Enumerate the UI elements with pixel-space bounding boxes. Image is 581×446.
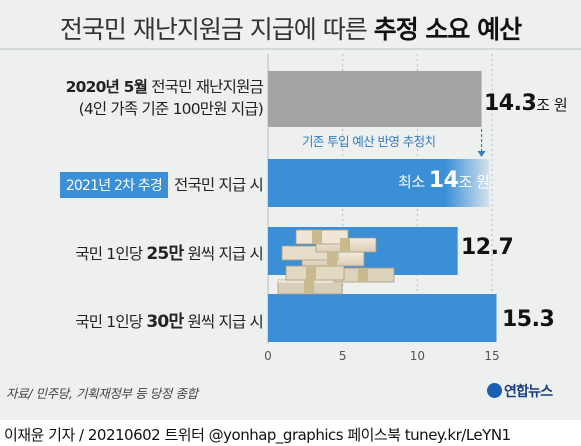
estimate-arrow-head	[477, 151, 486, 157]
value-label-2020: 14.3조 원	[484, 91, 568, 116]
bar-4	[268, 294, 497, 342]
bar-chart: 0 5 10 15	[264, 54, 500, 363]
row-label-25man: 국민 1인당 25만 원씩 지급 시	[75, 244, 264, 264]
bar-2	[268, 159, 490, 207]
yonhap-logo: 연합뉴스	[487, 381, 553, 401]
x-tick-label-15: 15	[484, 349, 499, 363]
value-label-30man: 15.3	[502, 307, 555, 332]
badge-2021-supplementary: 2021년 2차 추경	[59, 172, 168, 198]
money-bundles-icon	[277, 229, 395, 295]
row-label-30man: 국민 1인당 30만 원씩 지급 시	[75, 312, 264, 332]
yonhap-logo-icon	[487, 383, 502, 398]
bar-1	[268, 71, 482, 127]
row-label-2021: 2021년 2차 추경 전국민 지급 시	[59, 172, 264, 198]
value-label-25man: 12.7	[461, 235, 514, 260]
chart-card: 전국민 재난지원금 지급에 따른 추정 소요 예산 0 5 10 15	[0, 0, 581, 420]
title-divider	[0, 48, 581, 50]
source-note: 자료/ 민주당, 기획재정부 등 당정 종합	[6, 386, 198, 401]
estimate-annotation: 기존 투입 예산 반영 추정치	[302, 134, 436, 149]
x-tick-label-10: 10	[410, 349, 425, 363]
x-tick-label-5: 5	[339, 349, 347, 363]
x-tick-label-0: 0	[264, 349, 272, 363]
value-label-2021: 최소 14조 원	[398, 168, 490, 193]
footer-credit: 이재윤 기자 / 20210602 트위터 @yonhap_graphics 페…	[4, 426, 511, 444]
row-label-2020: 2020년 5월 전국민 재난지원금 (4인 가족 기준 100만원 지급)	[65, 78, 264, 118]
chart-title: 전국민 재난지원금 지급에 따른 추정 소요 예산	[59, 15, 522, 44]
